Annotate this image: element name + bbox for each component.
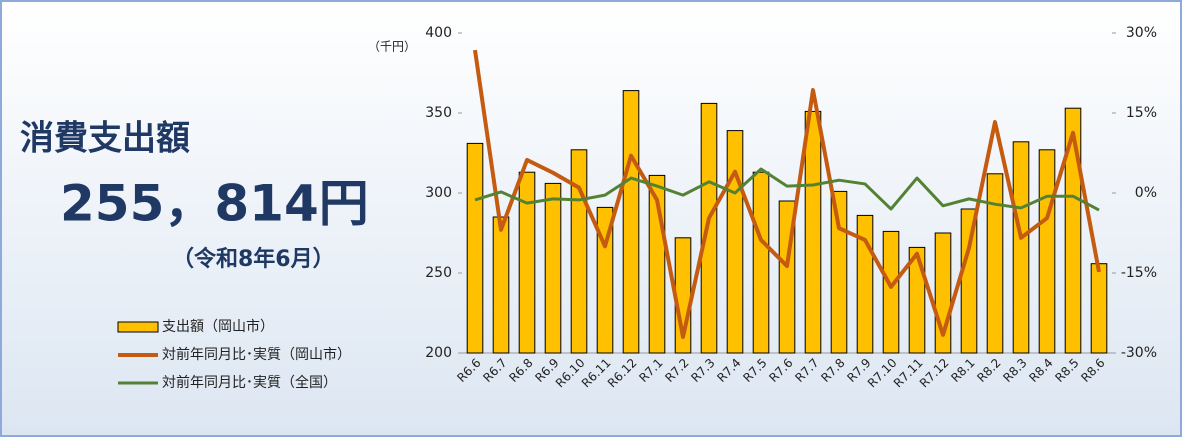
y-axis-unit: （千円） (368, 40, 416, 54)
legend-label: 対前年同月比･実質（全国） (162, 374, 337, 391)
line (473, 49, 1101, 339)
summary-heading: 消費支出額 (20, 119, 190, 159)
x-tick-label: R7.5 (740, 356, 769, 385)
x-tick-label: R7.12 (917, 356, 952, 391)
bar (804, 110, 822, 354)
bar (1090, 263, 1108, 354)
bar (726, 130, 744, 354)
bar (986, 173, 1004, 354)
x-tick-label: R7.7 (792, 356, 821, 385)
bar (518, 171, 536, 354)
y-tick-label: 400 (425, 25, 452, 41)
x-tick-label: R7.6 (766, 356, 795, 385)
x-tick-label: R8.5 (1052, 356, 1081, 385)
y2-tick-label: -15% (1121, 265, 1157, 281)
bar (570, 149, 588, 354)
line (474, 167, 1100, 212)
bar (1012, 141, 1030, 354)
x-tick-label: R6.8 (506, 356, 535, 385)
bar (466, 142, 484, 354)
summary-amount: 255，814円 (60, 175, 369, 233)
bar (752, 171, 770, 354)
y2-tick-label: 15% (1126, 105, 1157, 121)
y2-tick-label: 30% (1126, 25, 1157, 41)
x-tick-label: R7.3 (688, 356, 717, 385)
bar (700, 102, 718, 354)
bar (1064, 107, 1082, 354)
x-tick-label: R7.4 (714, 356, 743, 385)
summary-period: （令和8年6月） (172, 246, 335, 272)
x-tick-label: R7.2 (662, 356, 691, 385)
bar (622, 90, 640, 354)
y-tick-label: 300 (425, 185, 452, 201)
legend-label: 支出額（岡山市） (162, 318, 274, 335)
bar (830, 190, 848, 354)
bar (882, 230, 900, 354)
x-tick-label: R8.4 (1026, 356, 1055, 385)
y-tick-label: 350 (425, 105, 452, 121)
x-tick-label: R7.8 (818, 356, 847, 385)
bar (544, 182, 562, 354)
bar (1038, 149, 1056, 354)
x-tick-label: R8.6 (1078, 356, 1107, 385)
x-tick-label: R8.2 (974, 356, 1003, 385)
y-tick-label: 250 (425, 265, 452, 281)
legend-swatch (117, 321, 159, 333)
y-tick-label: 200 (425, 345, 452, 361)
bar (596, 206, 614, 354)
x-tick-label: R8.1 (948, 356, 977, 385)
legend-label: 対前年同月比･実質（岡山市） (162, 346, 351, 363)
x-tick-label: R7.1 (636, 356, 665, 385)
bar (908, 246, 926, 354)
x-tick-label: R6.7 (480, 356, 509, 385)
x-tick-label: R6.12 (605, 356, 640, 391)
bar (960, 208, 978, 354)
bar (492, 216, 510, 354)
y2-tick-label: 0% (1135, 185, 1157, 201)
x-tick-label: R6.6 (454, 356, 483, 385)
y2-tick-label: -30% (1121, 345, 1157, 361)
x-tick-label: R8.3 (1000, 356, 1029, 385)
